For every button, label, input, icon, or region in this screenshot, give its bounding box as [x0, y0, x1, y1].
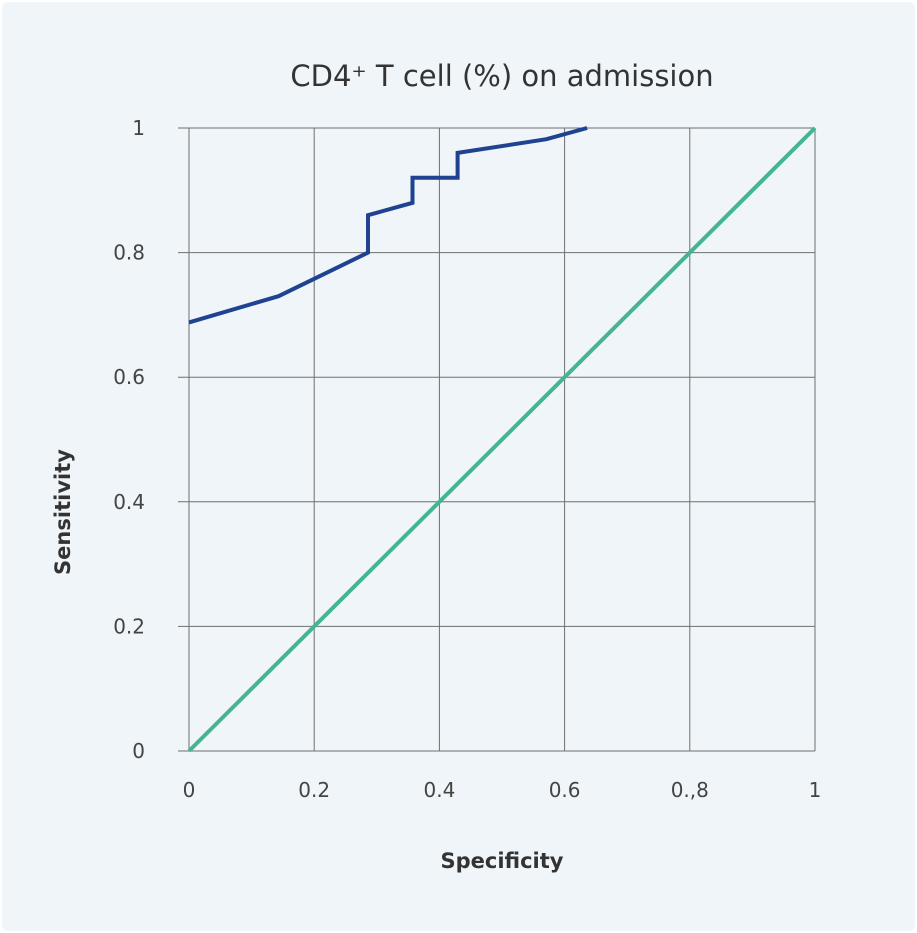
- y-tick-label: 0.6: [113, 365, 145, 389]
- x-tick-label: 1: [809, 778, 822, 802]
- grid: [178, 127, 816, 752]
- series-layer: [187, 126, 817, 753]
- chart-title: CD4⁺ T cell (%) on admission: [290, 59, 713, 93]
- y-tick-label: 0.8: [113, 241, 145, 265]
- y-tick-label: 0.4: [113, 490, 145, 514]
- y-tick-label: 0: [132, 739, 145, 763]
- x-axis-label: Specificity: [441, 849, 564, 873]
- x-tick-label: 0.4: [423, 778, 455, 802]
- y-tick-label: 0.2: [113, 614, 145, 638]
- x-tick-label: 0.,8: [671, 778, 709, 802]
- y-tick-label: 1: [132, 116, 145, 140]
- x-tick-label: 0.6: [549, 778, 581, 802]
- roc-curve-line: [188, 126, 588, 325]
- x-tick-label: 0: [183, 778, 196, 802]
- x-axis-ticks: 0 0.2 0.4 0.6 0.,8 1: [183, 778, 822, 802]
- y-axis-ticks: 0 0.2 0.4 0.6 0.8 1: [113, 116, 145, 763]
- x-tick-label: 0.2: [298, 778, 330, 802]
- y-axis-label: Sensitivity: [51, 449, 75, 575]
- reference-diagonal-line: [187, 126, 817, 753]
